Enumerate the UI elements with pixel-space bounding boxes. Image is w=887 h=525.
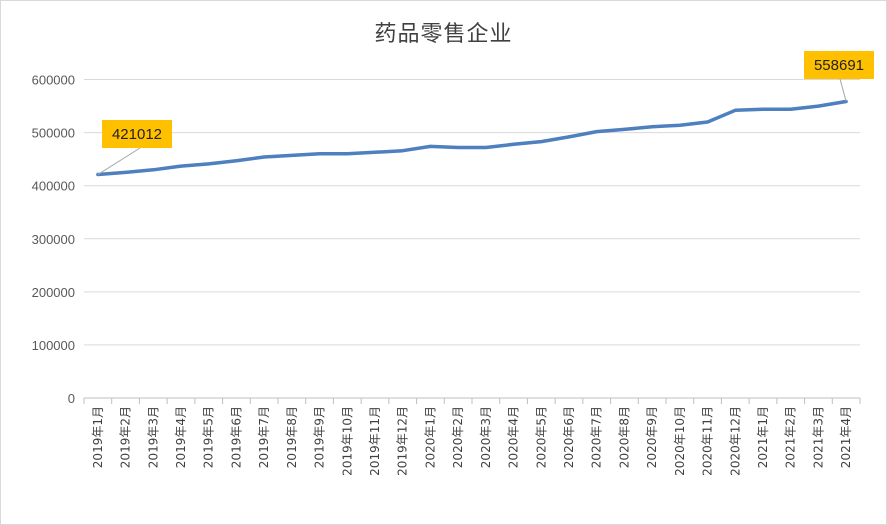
x-tick-label: 2020年8月 <box>617 406 631 468</box>
x-axis <box>83 397 861 404</box>
callout-leader <box>839 78 847 102</box>
x-tick-label: 2019年3月 <box>146 406 160 468</box>
series-line <box>96 99 848 177</box>
x-tick-label: 2020年7月 <box>590 406 604 468</box>
x-tick-label: 2020年5月 <box>534 406 548 468</box>
x-tick-label: 2020年2月 <box>451 406 465 468</box>
y-tick-label: 400000 <box>32 179 75 194</box>
x-tick-label: 2019年11月 <box>368 406 382 476</box>
y-tick-label: 500000 <box>32 126 75 141</box>
x-tick-label: 2019年4月 <box>174 406 188 468</box>
y-tick-label: 600000 <box>32 73 75 88</box>
x-tick-label: 2019年5月 <box>202 406 216 468</box>
data-label: 558691 <box>814 57 864 74</box>
series-layer <box>96 99 848 177</box>
x-tick-label: 2019年6月 <box>229 406 243 468</box>
x-tick-label: 2020年11月 <box>701 406 715 476</box>
y-tick-label: 300000 <box>32 232 75 247</box>
y-tick-label: 100000 <box>32 338 75 353</box>
y-tick-label: 0 <box>68 391 75 406</box>
x-tick-label: 2020年12月 <box>728 406 742 476</box>
chart-title: 药品零售企业 <box>374 22 513 47</box>
x-tick-label: 2019年2月 <box>119 406 133 468</box>
x-tick-label: 2020年1月 <box>423 406 437 468</box>
y-tick-label: 200000 <box>32 285 75 300</box>
x-tick-label: 2019年9月 <box>313 406 327 468</box>
x-tick-label: 2021年3月 <box>811 406 825 468</box>
x-tick-label: 2021年2月 <box>784 406 798 468</box>
x-tick-label: 2020年3月 <box>479 406 493 468</box>
x-tick-label: 2019年8月 <box>285 406 299 468</box>
y-axis-ticks: 0 100000 200000 300000 400000 500000 600000 <box>32 73 75 406</box>
x-tick-label: 2020年4月 <box>507 406 521 468</box>
x-tick-label: 2019年1月 <box>91 406 105 468</box>
gridlines <box>84 79 860 346</box>
x-tick-label: 2020年10月 <box>673 406 687 476</box>
callout-box <box>804 51 874 79</box>
x-tick-label: 2021年4月 <box>839 406 853 468</box>
data-callouts: 421012 558691 <box>97 51 874 175</box>
x-tick-label: 2020年6月 <box>562 406 576 468</box>
x-tick-label: 2021年1月 <box>756 406 770 468</box>
x-tick-label: 2020年9月 <box>645 406 659 468</box>
data-label: 421012 <box>112 126 162 143</box>
callout-box <box>102 120 172 148</box>
x-axis-ticks: 2019年1月 2019年2月 2019年3月 2019年4月 2019年5月 2019年… <box>91 406 853 476</box>
x-tick-label: 2019年12月 <box>396 406 410 476</box>
x-tick-label: 2019年10月 <box>340 406 354 476</box>
callout-leader <box>97 147 141 175</box>
x-tick-label: 2019年7月 <box>257 406 271 468</box>
